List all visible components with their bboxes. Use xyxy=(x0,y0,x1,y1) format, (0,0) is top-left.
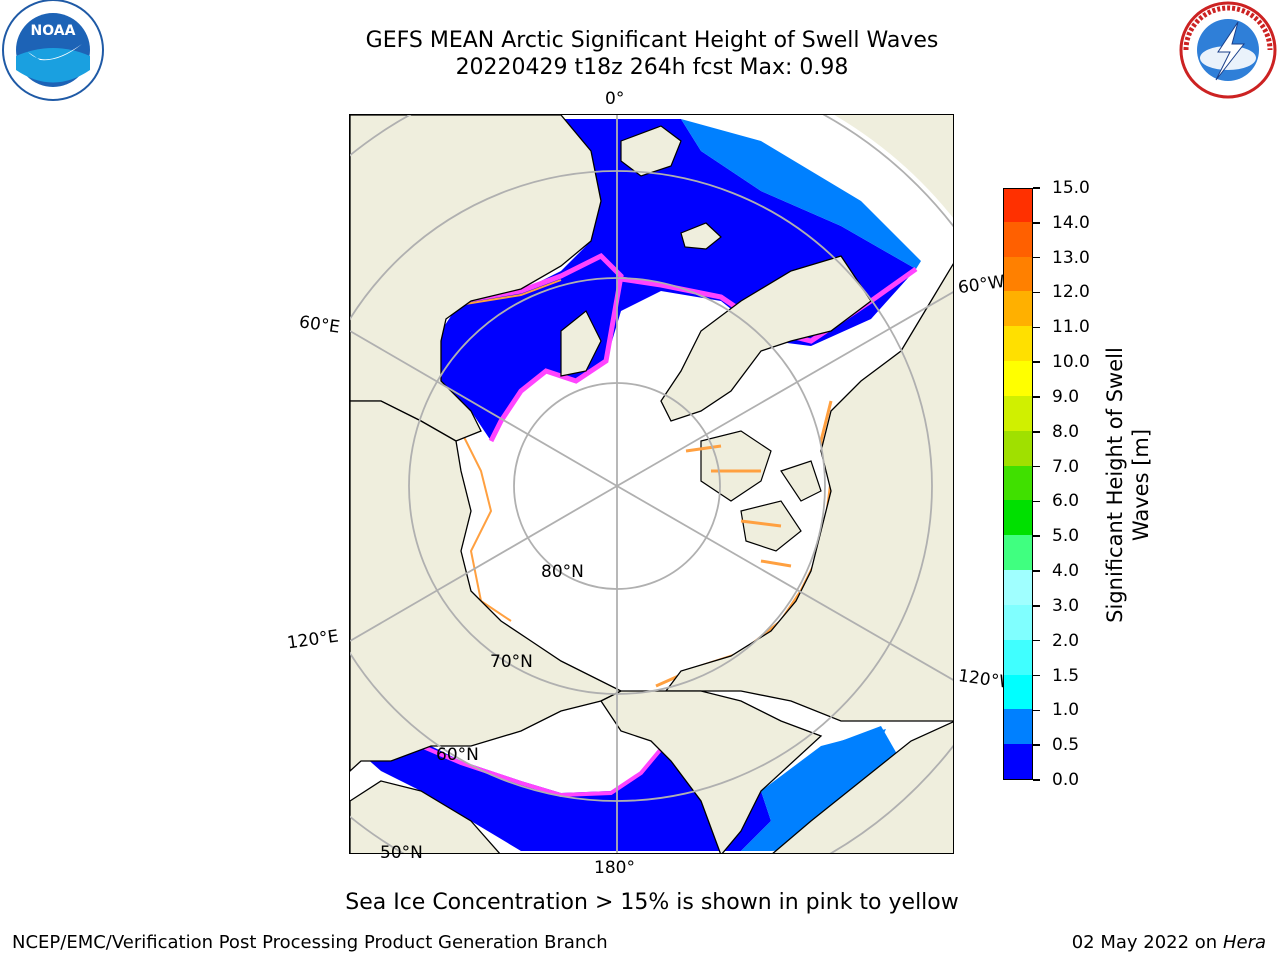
parallel-label-60n: 60°N xyxy=(436,745,479,765)
colorbar-tick-label: 10.0 xyxy=(1052,352,1090,373)
meridian-label-180: 180° xyxy=(594,858,635,878)
footer-date-text: 02 May 2022 on xyxy=(1071,932,1218,953)
colorbar-tick-label: 9.0 xyxy=(1052,386,1080,407)
colorbar-title-line2: Waves [m] xyxy=(1129,428,1153,542)
arctic-map-canvas xyxy=(350,115,953,853)
colorbar-tick-label: 3.0 xyxy=(1052,595,1080,616)
colorbar-segment xyxy=(1004,499,1032,536)
map-title: GEFS MEAN Arctic Significant Height of S… xyxy=(365,28,939,53)
colorbar-tick xyxy=(1033,431,1040,433)
colorbar-tick-label: 11.0 xyxy=(1052,317,1090,338)
colorbar-tick xyxy=(1033,500,1040,503)
parallel-label-80n: 80°N xyxy=(541,562,584,582)
colorbar-tick-label: 1.5 xyxy=(1052,665,1080,686)
colorbar-segment xyxy=(1004,221,1032,257)
parallel-label-50n: 50°N xyxy=(380,843,423,863)
colorbar-segment xyxy=(1004,395,1032,431)
colorbar-tick-label: 13.0 xyxy=(1052,247,1090,268)
parallel-label-70n: 70°N xyxy=(490,652,533,672)
noaa-logo: NOAA xyxy=(2,0,104,101)
colorbar-segment xyxy=(1004,465,1032,501)
colorbar-tick-label: 5.0 xyxy=(1052,526,1080,547)
colorbar-segment xyxy=(1004,360,1032,396)
land-russia xyxy=(350,400,623,772)
footer-date: 02 May 2022 on Hera xyxy=(1072,932,1266,953)
land-novaya-zemlya xyxy=(560,310,602,377)
colorbar-segment xyxy=(1004,639,1032,675)
colorbar-tick xyxy=(1033,222,1040,224)
colorbar-tick xyxy=(1033,535,1040,537)
meridian-label-0: 0° xyxy=(605,89,625,109)
sea-ice-note: Sea Ice Concentration > 15% is shown in … xyxy=(345,890,959,915)
colorbar-tick-label: 4.0 xyxy=(1052,561,1080,582)
colorbar-segment xyxy=(1004,674,1032,710)
colorbar-tick xyxy=(1033,361,1040,363)
colorbar-segment xyxy=(1004,534,1032,571)
colorbar-tick xyxy=(1033,256,1040,259)
footer-organization: NCEP/EMC/Verification Post Processing Pr… xyxy=(12,932,608,953)
land-kamchatka xyxy=(350,780,501,853)
colorbar-tick-label: 1.0 xyxy=(1052,700,1080,721)
colorbar-segment xyxy=(1004,256,1032,292)
ice-edge-pink xyxy=(439,252,624,443)
swell-wave-area-atlantic-light xyxy=(681,119,921,269)
colorbar-tick xyxy=(1033,639,1040,642)
colorbar-tick xyxy=(1033,187,1040,189)
colorbar-tick-label: 6.0 xyxy=(1052,491,1080,512)
colorbar-segment xyxy=(1004,430,1032,466)
land-iceland xyxy=(680,222,722,250)
land-canadian-archipelago xyxy=(700,430,822,552)
colorbar-title: Significant Height of Swell Waves [m] xyxy=(1102,325,1154,645)
colorbar-tick-label: 14.0 xyxy=(1052,212,1090,233)
colorbar-segment xyxy=(1004,569,1032,605)
land-svalbard xyxy=(620,125,682,177)
colorbar-tick-label: 15.0 xyxy=(1052,178,1090,198)
noaa-logo-text: NOAA xyxy=(31,23,76,39)
colorbar-segment xyxy=(1004,325,1032,362)
meridian-label-60w: 60°W xyxy=(956,271,1007,299)
colorbar-tick xyxy=(1033,396,1040,398)
land-greenland xyxy=(660,255,872,422)
colorbar-tick-label: 7.0 xyxy=(1052,456,1080,477)
colorbar-segment xyxy=(1004,604,1032,640)
colorbar-tick xyxy=(1033,744,1040,746)
colorbar-tick-label: 2.0 xyxy=(1052,630,1080,651)
arctic-map xyxy=(349,114,954,854)
colorbar xyxy=(1003,188,1033,780)
colorbar-tick-label: 0.5 xyxy=(1052,735,1080,756)
colorbar-tick xyxy=(1033,465,1040,468)
meridian-label-120e: 120°E xyxy=(285,626,340,654)
colorbar-tick-label: 12.0 xyxy=(1052,282,1090,303)
colorbar-tick xyxy=(1033,709,1040,712)
national-weather-service-logo xyxy=(1179,1,1277,99)
land-canada xyxy=(664,263,953,722)
graticule xyxy=(350,115,953,853)
colorbar-tick xyxy=(1033,605,1040,607)
footer-host: Hera xyxy=(1222,932,1266,953)
colorbar-tick xyxy=(1033,291,1040,294)
colorbar-segment xyxy=(1004,290,1032,327)
land-alaska xyxy=(600,690,823,853)
colorbar-tick xyxy=(1033,570,1040,572)
colorbar-segment xyxy=(1004,189,1032,222)
map-subtitle-forecast: 20220429 t18z 264h fcst Max: 0.98 xyxy=(455,55,849,80)
colorbar-tick xyxy=(1033,674,1040,677)
meridian-label-60e: 60°E xyxy=(297,312,342,338)
colorbar-title-line1: Significant Height of Swell xyxy=(1103,347,1127,623)
colorbar-tick xyxy=(1033,326,1040,329)
colorbar-tick-label: 8.0 xyxy=(1052,421,1080,442)
colorbar-tick-label: 0.0 xyxy=(1052,770,1080,790)
colorbar-tick xyxy=(1033,779,1040,781)
colorbar-segment xyxy=(1004,708,1032,745)
colorbar-segment xyxy=(1004,743,1032,779)
